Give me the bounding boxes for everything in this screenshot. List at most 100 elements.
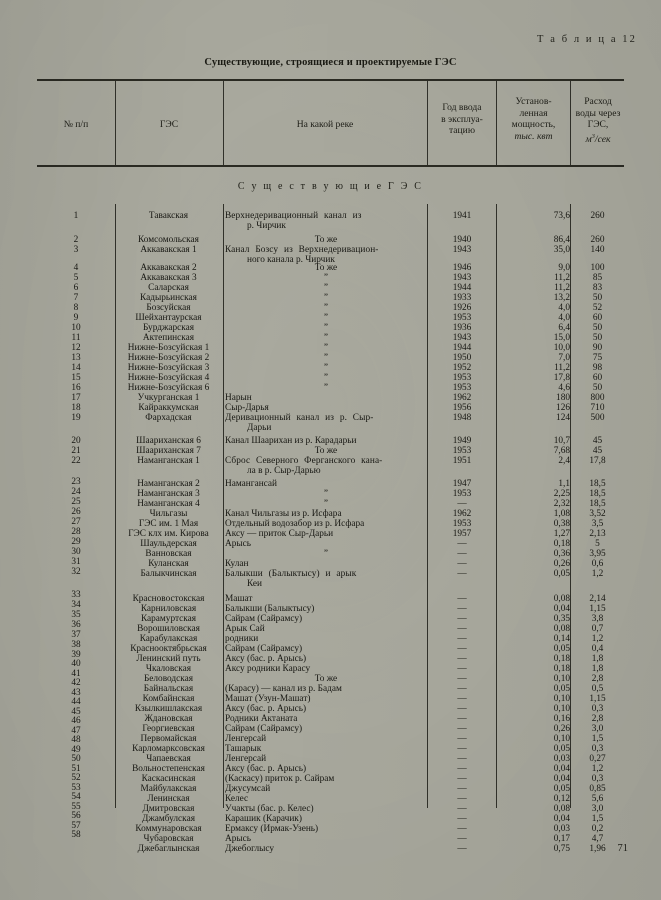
cell-station-name: Ждановская	[144, 714, 193, 724]
cell-river: То же	[314, 446, 338, 456]
cell-commission-year: —	[457, 764, 467, 774]
cell-row-number: 57	[71, 821, 81, 831]
cell-row-number: 38	[71, 640, 81, 650]
table-row: 12	[37, 343, 624, 353]
cell-water-flow: 3,95	[589, 549, 606, 559]
table-row: 34	[37, 600, 624, 610]
cell-river: ”	[323, 499, 329, 509]
cell-row-number: 7	[73, 293, 79, 303]
column-header-power-line-2: ленная	[519, 107, 548, 119]
cell-commission-year: —	[457, 654, 467, 664]
table-row: Карниловская Балыкши (Балыктысу) — 0,04 1,15	[37, 604, 624, 614]
cell-water-flow: 100	[590, 263, 605, 273]
table-row: 31	[37, 557, 624, 567]
cell-water-flow: 45	[592, 436, 603, 446]
cell-river: Ташарык	[225, 744, 262, 754]
cell-river: (Карасу) — канал из р. Бадам	[225, 684, 342, 694]
table-row: 30	[37, 547, 624, 557]
cell-river: Сайрам (Сайрамсу)	[225, 614, 303, 624]
cell-installed-power: 0,75	[553, 844, 570, 854]
cell-station-name: Чубаровская	[143, 834, 194, 844]
cell-row-number: 52	[71, 773, 81, 783]
table-row: 14	[37, 363, 624, 373]
cell-commission-year: 1943	[452, 333, 472, 343]
cell-installed-power: 0,18	[553, 539, 570, 549]
cell-installed-power: 0,03	[553, 754, 570, 764]
table-row: 5	[37, 273, 624, 283]
cell-river: Отдельный водозабор из р. Исфара	[225, 519, 365, 529]
cell-commission-year: —	[457, 774, 467, 784]
cell-row-number: 51	[71, 764, 81, 774]
cell-installed-power: 0,38	[553, 519, 570, 529]
table-row: Кайраккумская Сыр-Дарья 1956 126 710	[37, 403, 624, 413]
cell-row-number: 22	[71, 456, 81, 466]
table-row: Коммунаровская Ермаксу (Ирмак-Узень) — 0,03…	[37, 824, 624, 834]
table-row: Наманганская 2 Наманган­сай 1947 1,1 18,5	[37, 479, 624, 489]
header-separator-4	[496, 81, 498, 165]
cell-row-number: 19	[71, 413, 81, 423]
cell-water-flow: 18,5	[589, 499, 606, 509]
table-row: 44	[37, 697, 624, 707]
cell-row-number: 46	[71, 716, 81, 726]
cell-installed-power: 2,25	[553, 489, 570, 499]
cell-installed-power: 2,4	[558, 456, 570, 466]
cell-installed-power: 0,36	[553, 549, 570, 559]
column-header-num: № п/п	[37, 119, 115, 131]
cell-installed-power: 4,6	[558, 383, 570, 393]
column-header-year-line-2: в эксплуа-	[441, 113, 483, 125]
cell-water-flow: 83	[592, 283, 603, 293]
table-row: Наманганская 1 Сброс Северного Ферганског…	[37, 456, 624, 466]
cell-river: Аксу (бас. р. Арысь)	[225, 764, 307, 774]
cell-station-name: Учкурганская 1	[137, 393, 200, 403]
cell-row-number: 37	[71, 630, 81, 640]
table-row: Комсомольская То же 1940 86,4 260	[37, 235, 624, 245]
cell-commission-year: —	[457, 714, 467, 724]
cell-row-number: 31	[71, 557, 81, 567]
cell-row-number: 43	[71, 688, 81, 698]
cell-river: ”	[323, 303, 329, 313]
cell-station-name: Нижне-Бозсуйская 2	[127, 353, 210, 363]
body-separator-4	[496, 204, 498, 808]
cell-row-number: 54	[71, 792, 81, 802]
cell-water-flow: 5,6	[591, 794, 604, 804]
cell-installed-power: 0,05	[553, 644, 570, 654]
column-header-flow-line-1: Расход	[584, 96, 612, 107]
cell-installed-power: 0,05	[553, 684, 570, 694]
table-row: Ждановская Родники Актаната — 0,16 2,8	[37, 714, 624, 724]
table-row: 27	[37, 517, 624, 527]
cell-installed-power: 11,2	[554, 273, 570, 283]
cell-station-name: Тавакская	[148, 211, 189, 221]
cell-installed-power: 180	[556, 393, 570, 403]
column-header-river: На какой реке	[225, 119, 425, 131]
cell-row-number: 1	[73, 211, 79, 221]
table-row: Актепинская ” 1943 15,0 50	[37, 333, 624, 343]
cell-row-number: 20	[71, 436, 81, 446]
table-row: Наманганская 3 ” 1953 2,25 18,5	[37, 489, 624, 499]
cell-installed-power: 4,0	[558, 313, 570, 323]
cell-river: Карашик (Карачик)	[225, 814, 302, 824]
table-row: Первомайская Ленгерсай — 0,10 1,5	[37, 734, 624, 744]
cell-commission-year: —	[457, 604, 467, 614]
cell-water-flow: 0,5	[591, 684, 604, 694]
cell-commission-year: 1949	[452, 436, 472, 446]
table-row: Фархадская Деривационный канал из р. Сыр-…	[37, 413, 624, 423]
cell-installed-power: 1,1	[558, 479, 570, 489]
cell-water-flow: 75	[592, 353, 603, 363]
cell-station-name: Шейхантаурская	[135, 313, 202, 323]
table-row: 3	[37, 245, 624, 255]
cell-river: Арысь	[225, 834, 251, 844]
table-row: 52	[37, 773, 624, 783]
cell-row-number: 15	[71, 373, 81, 383]
cell-river: Наманган­сай	[225, 479, 278, 489]
table-row: 4	[37, 263, 624, 273]
cell-installed-power: 1,08	[553, 509, 570, 519]
column-header-flow-line-2: воды через	[575, 107, 621, 119]
table-number-label: Т а б л и ц а 12	[536, 34, 637, 45]
table-row: 11	[37, 333, 624, 343]
cell-river: Канал Шаарихан из р. Карадарьи	[225, 436, 357, 446]
cell-water-flow: 1,5	[591, 734, 604, 744]
cell-installed-power: 126	[556, 403, 570, 413]
cell-river: ”	[323, 323, 329, 333]
cell-water-flow: 1,2	[591, 569, 604, 579]
table-row: Аккавакская 2 То же 1946 9,0 100	[37, 263, 624, 273]
